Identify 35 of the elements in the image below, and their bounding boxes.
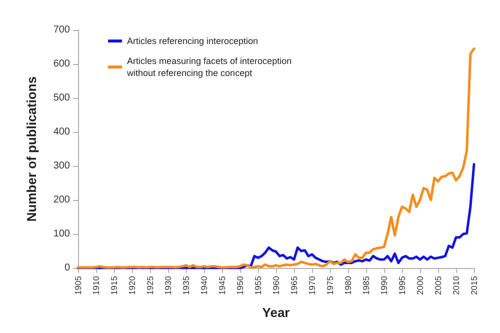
x-tick-label: 1960 xyxy=(271,276,281,295)
x-tick-label: 1985 xyxy=(361,276,371,295)
x-tick-label: 2005 xyxy=(433,276,443,295)
x-tick-label: 1935 xyxy=(181,276,191,295)
x-tick-label: 1955 xyxy=(253,276,263,295)
x-tick-label: 1920 xyxy=(127,276,137,295)
y-tick-label: 300 xyxy=(53,160,70,172)
x-tick-label: 1995 xyxy=(397,276,407,295)
x-tick-label: 1980 xyxy=(343,276,353,295)
x-tick-label: 1950 xyxy=(235,276,245,295)
y-tick-label: 200 xyxy=(53,194,70,206)
y-tick-label: 700 xyxy=(53,24,70,36)
x-tick-label: 1970 xyxy=(307,276,317,295)
legend-label: Articles referencing interoception xyxy=(127,36,258,46)
x-tick-label: 1965 xyxy=(289,276,299,295)
x-tick-label: 1905 xyxy=(73,276,83,295)
x-tick-label: 2010 xyxy=(451,276,461,295)
y-tick-label: 0 xyxy=(64,262,70,274)
x-axis-title: Year xyxy=(262,305,290,320)
x-tick-label: 1945 xyxy=(217,276,227,295)
x-tick-label: 2015 xyxy=(469,276,479,295)
x-tick-label: 1990 xyxy=(379,276,389,295)
y-tick-label: 600 xyxy=(53,58,70,70)
y-tick-label: 500 xyxy=(53,92,70,104)
x-tick-label: 1910 xyxy=(91,276,101,295)
legend-label: Articles measuring facets of interoception without referencing the concept xyxy=(126,56,294,78)
y-tick-label: 100 xyxy=(53,228,70,240)
x-tick-label: 1915 xyxy=(109,276,119,295)
y-tick-label: 400 xyxy=(53,126,70,138)
x-tick-label: 1925 xyxy=(145,276,155,295)
x-tick-label: 2000 xyxy=(415,276,425,295)
x-tick-label: 1940 xyxy=(199,276,209,295)
x-tick-label: 1975 xyxy=(325,276,335,295)
y-axis-title: Number of publications xyxy=(24,76,39,222)
x-tick-label: 1930 xyxy=(163,276,173,295)
